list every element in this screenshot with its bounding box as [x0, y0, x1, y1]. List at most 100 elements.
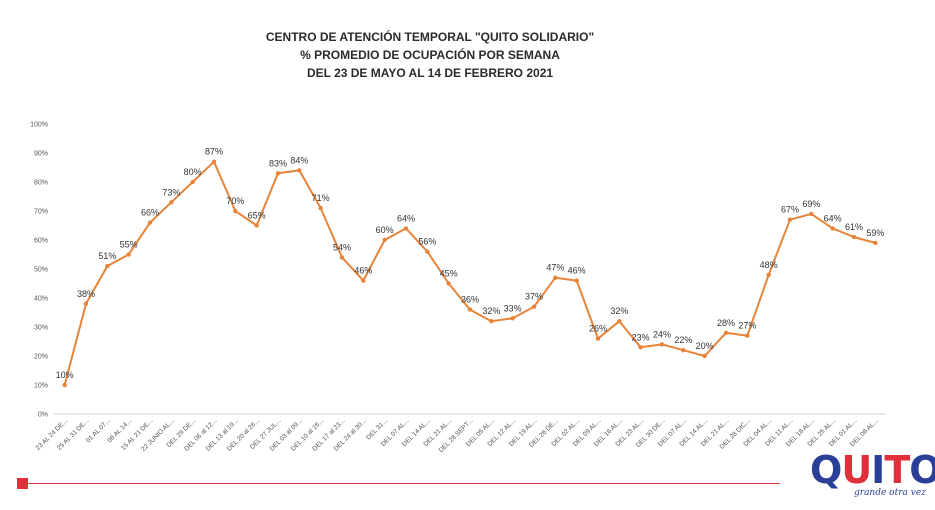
data-point — [318, 205, 323, 211]
data-label: 70% — [226, 196, 244, 206]
y-tick-label: 10% — [34, 383, 48, 390]
data-point — [467, 307, 473, 312]
data-point — [297, 168, 302, 173]
data-label: 59% — [866, 228, 884, 238]
data-point — [681, 348, 686, 353]
y-tick-label: 70% — [34, 209, 48, 216]
data-point — [659, 342, 665, 347]
data-label: 24% — [653, 329, 671, 339]
data-point — [766, 272, 771, 277]
quito-logo: QUITO grande otra vez — [810, 450, 935, 505]
y-tick-label: 80% — [34, 180, 48, 187]
data-label: 32% — [482, 306, 500, 316]
data-point — [275, 171, 281, 176]
data-point — [446, 281, 451, 286]
data-point — [339, 255, 345, 260]
data-label: 36% — [461, 295, 479, 305]
data-point — [809, 211, 814, 217]
data-point — [233, 208, 238, 214]
y-tick-label: 40% — [34, 296, 48, 303]
data-point — [489, 319, 494, 324]
y-tick-label: 50% — [34, 267, 48, 274]
chart-title-line-1: CENTRO DE ATENCIÓN TEMPORAL "QUITO SOLID… — [265, 30, 595, 44]
data-point — [702, 353, 707, 359]
data-label: 23% — [632, 332, 650, 342]
chart-title: CENTRO DE ATENCIÓN TEMPORAL "QUITO SOLID… — [150, 28, 710, 82]
data-point — [745, 333, 750, 338]
data-label: 64% — [824, 213, 842, 223]
data-point — [83, 301, 89, 306]
data-label: 67% — [781, 205, 799, 215]
data-point — [382, 237, 387, 243]
data-label: 32% — [610, 306, 628, 316]
data-point — [105, 263, 110, 269]
data-label: 28% — [717, 318, 735, 328]
data-label: 46% — [354, 266, 372, 276]
data-label: 56% — [418, 237, 436, 247]
data-label: 47% — [546, 263, 564, 273]
data-label: 64% — [397, 213, 415, 223]
data-label: 71% — [312, 193, 330, 203]
y-tick-label: 0% — [38, 412, 48, 419]
data-label: 83% — [269, 158, 287, 168]
data-point — [851, 234, 857, 240]
data-point — [510, 316, 515, 321]
footer-square — [17, 478, 28, 489]
data-label: 80% — [184, 167, 202, 177]
y-tick-label: 30% — [34, 325, 48, 332]
data-point — [873, 240, 878, 246]
data-point — [147, 220, 153, 225]
data-label: 37% — [525, 292, 543, 302]
quito-logo-tagline: grande otra vez — [854, 488, 926, 498]
data-point — [425, 249, 430, 254]
data-point — [553, 275, 558, 280]
data-label: 48% — [760, 260, 778, 270]
data-label: 51% — [98, 251, 116, 261]
y-tick-label: 90% — [34, 151, 48, 158]
data-label: 66% — [141, 208, 159, 218]
data-point — [211, 159, 217, 164]
data-label: 69% — [802, 199, 820, 209]
data-label: 46% — [568, 266, 586, 276]
y-tick-label: 100% — [30, 122, 48, 129]
data-label: 45% — [440, 269, 458, 279]
data-label: 61% — [845, 222, 863, 232]
data-label: 60% — [376, 225, 394, 235]
data-point — [595, 336, 601, 341]
data-label: 33% — [504, 303, 522, 313]
data-point — [574, 278, 579, 283]
data-label: 22% — [674, 335, 692, 345]
data-point — [403, 226, 409, 231]
data-point — [830, 226, 835, 231]
data-label: 38% — [77, 289, 95, 299]
data-label: 87% — [205, 147, 223, 157]
data-label: 55% — [120, 240, 138, 250]
data-point — [62, 382, 67, 388]
data-label: 65% — [248, 211, 266, 221]
line-chart: 0%10%20%30%40%50%60%70%80%90%100%23 AL 2… — [30, 122, 886, 454]
quito-logo-word: QUITO — [810, 448, 935, 492]
y-tick-label: 20% — [34, 354, 48, 361]
data-point — [169, 200, 174, 205]
chart-title-line-3: DEL 23 DE MAYO AL 14 DE FEBRERO 2021 — [306, 66, 554, 80]
y-tick-label: 60% — [34, 238, 48, 245]
data-label: 10% — [56, 370, 74, 380]
data-point — [361, 278, 366, 283]
data-point — [723, 330, 729, 335]
data-point — [190, 179, 195, 185]
data-label: 54% — [333, 242, 351, 252]
data-point — [126, 252, 131, 257]
data-point — [638, 345, 643, 350]
footer-divider — [28, 483, 780, 484]
series-line — [63, 160, 876, 386]
data-label: 20% — [696, 341, 714, 351]
data-point — [531, 304, 537, 309]
data-point — [787, 217, 793, 222]
data-point — [254, 223, 259, 228]
data-label: 26% — [589, 324, 607, 334]
data-label: 84% — [290, 155, 308, 165]
data-point — [617, 319, 622, 324]
data-label: 73% — [162, 187, 180, 197]
chart-title-line-2: % PROMEDIO DE OCUPACIÓN POR SEMANA — [300, 48, 560, 62]
data-label: 27% — [738, 321, 756, 331]
